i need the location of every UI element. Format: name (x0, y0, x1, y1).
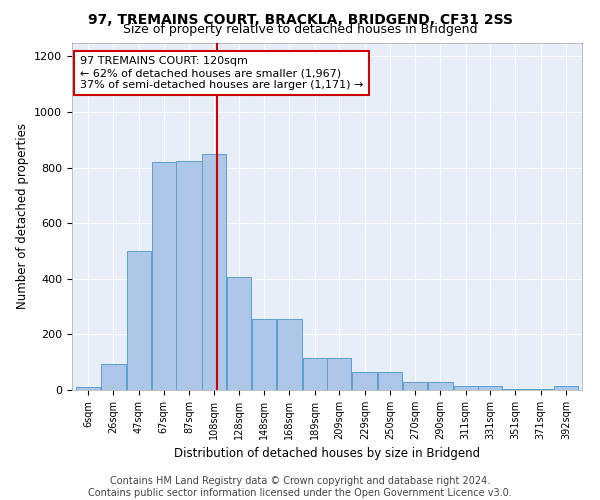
Bar (101, 364, 126, 390)
Bar (227, 278, 251, 390)
Bar (202, 154, 226, 390)
Text: Contains HM Land Registry data © Crown copyright and database right 2024.
Contai: Contains HM Land Registry data © Crown c… (88, 476, 512, 498)
Bar (252, 319, 276, 390)
Bar (127, 251, 151, 390)
Bar (152, 162, 176, 390)
Bar (378, 372, 402, 390)
Bar (478, 386, 502, 390)
X-axis label: Distribution of detached houses by size in Bridgend: Distribution of detached houses by size … (174, 448, 480, 460)
Bar (503, 389, 527, 390)
Bar (528, 389, 553, 390)
Bar (277, 319, 302, 390)
Text: 97 TREMAINS COURT: 120sqm
← 62% of detached houses are smaller (1,967)
37% of se: 97 TREMAINS COURT: 120sqm ← 62% of detac… (80, 56, 363, 90)
Bar (176, 160, 202, 390)
Text: Size of property relative to detached houses in Bridgend: Size of property relative to detached ho… (123, 22, 477, 36)
Bar (428, 382, 453, 390)
Y-axis label: Number of detached properties: Number of detached properties (16, 123, 29, 309)
Bar (302, 358, 326, 390)
Text: 97, TREMAINS COURT, BRACKLA, BRIDGEND, CF31 2SS: 97, TREMAINS COURT, BRACKLA, BRIDGEND, C… (88, 12, 512, 26)
Bar (554, 386, 578, 390)
Bar (76, 387, 100, 390)
Bar (454, 386, 478, 390)
Bar (352, 372, 377, 390)
Bar (328, 358, 352, 390)
Bar (403, 382, 427, 390)
